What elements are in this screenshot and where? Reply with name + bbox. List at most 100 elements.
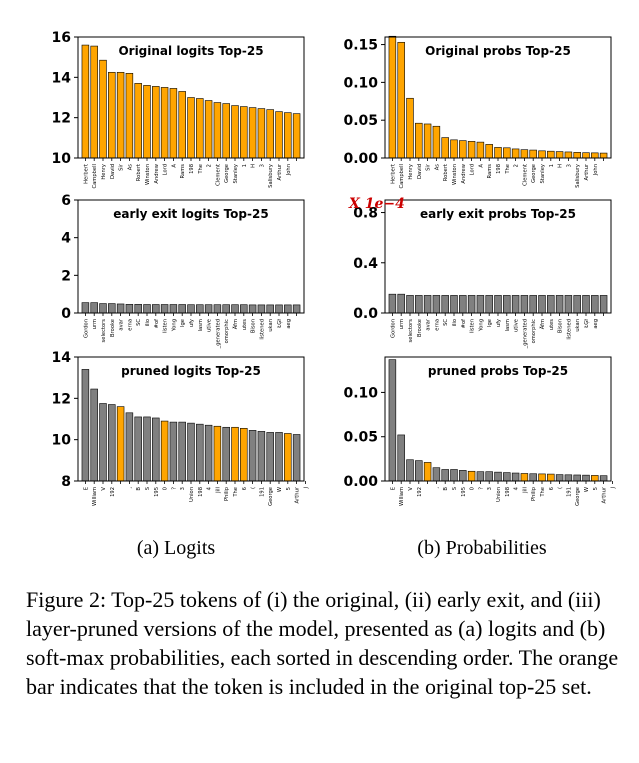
pruned-probs-xtick-label: William: [399, 487, 405, 506]
early-probs-xtick-label: lasm: [505, 319, 511, 331]
early-logits-xtick-label: utive: [207, 319, 213, 332]
pruned-logits-bar: [275, 432, 283, 482]
orig-probs-bar: [494, 147, 502, 159]
orig-probs-xtick-label: George: [531, 164, 537, 183]
orig-probs-bar: [485, 144, 493, 159]
early-logits-bar: [134, 304, 142, 314]
orig-probs-bar: [547, 150, 555, 159]
orig-probs-ytick-label: 0.05: [343, 113, 378, 129]
early-probs-bar: [511, 295, 520, 314]
early-logits-xtick-label: lge: [180, 319, 186, 327]
orig-probs-bar: [529, 149, 537, 159]
early-logits-bar: [160, 304, 169, 314]
pruned-probs-bar: [388, 359, 397, 482]
pruned-probs-xtick-label: S: [452, 487, 458, 490]
early-probs-bar: [423, 295, 432, 314]
orig-logits-bar: [81, 44, 90, 159]
early-probs-xtick-label: Brooke: [417, 319, 423, 337]
orig-logits-xtick-label: H: [251, 164, 257, 168]
orig-logits-bar: [178, 91, 186, 159]
pruned-logits-bar: [284, 433, 292, 482]
orig-logits-xtick-label: Sir: [119, 163, 125, 171]
orig-logits-bar: [169, 88, 178, 159]
orig-probs-bar: [503, 147, 511, 159]
pruned-probs-chart: 0.000.050.10E William V 192, B S 195 0? 3 Union 19…: [343, 356, 616, 506]
pruned-probs-bar: [432, 467, 441, 482]
early-logits-xtick-label: avar: [119, 318, 125, 330]
early-logits-bar: [266, 304, 274, 314]
pruned-logits-bar: [125, 412, 134, 482]
orig-logits-bar: [108, 71, 116, 159]
pruned-probs-bar: [555, 474, 564, 482]
pruned-logits-bar: [196, 423, 204, 482]
early-logits-xtick-label: _generated: [215, 319, 221, 349]
pruned-logits-bar: [257, 431, 266, 482]
orig-probs-xtick-label: Henry: [408, 164, 414, 180]
early-probs-xtick-label: erna: [434, 319, 440, 331]
pruned-logits-xtick-label: ?: [171, 487, 177, 490]
pruned-probs-xtick-label: 198: [505, 487, 511, 497]
pruned-logits-xtick-label: 4: [207, 486, 213, 490]
orig-probs-xtick-label: Andrew: [461, 163, 467, 183]
early-logits-bar: [257, 304, 266, 314]
early-logits-bar: [240, 304, 248, 314]
pruned-logits-xtick-label: 195: [154, 487, 160, 497]
orig-probs-xtick-label: As: [434, 164, 440, 171]
orig-probs-chart: 0.00 0.05 0.10 0.15 Herbert Campbell Henry Davi…: [343, 35, 612, 189]
pruned-probs-bar: [547, 473, 555, 482]
orig-logits-xtick-label: Arthur: [277, 163, 283, 180]
pruned-probs-bar: [476, 471, 485, 482]
orig-logits-bar: [152, 86, 160, 159]
early-logits-xtick-label: SC: [136, 319, 142, 326]
early-probs-bar: [591, 295, 599, 314]
pruned-probs-bar: [599, 475, 608, 482]
pruned-probs-xtick-label: The: [540, 487, 546, 498]
early-probs-multiplier-label: X 1e−4: [348, 196, 405, 212]
early-probs-bar: [476, 295, 485, 314]
pruned-probs-xtick-label: ,: [434, 487, 440, 489]
early-probs-bar: [485, 295, 493, 314]
pruned-probs-xtick-label: Philip: [531, 486, 537, 501]
orig-logits-bar: [222, 103, 230, 159]
pruned-logits-ytick-label: 12: [52, 391, 71, 407]
early-logits-bar: [81, 302, 90, 314]
pruned-probs-bar: [406, 459, 414, 482]
early-probs-xtick-label: ukan: [575, 319, 581, 332]
orig-logits-xtick-label: George: [224, 164, 230, 183]
orig-logits-bar: [99, 59, 107, 159]
early-probs-bar: [441, 295, 449, 314]
orig-logits-bar: [275, 111, 283, 159]
orig-logits-xtick-label: Salisbury: [268, 164, 274, 188]
early-logits-bar: [222, 304, 230, 314]
early-probs-bar: [494, 295, 502, 314]
orig-probs-bar: [459, 140, 467, 159]
pruned-probs-bar: [573, 474, 581, 482]
early-probs-xtick-label: #of: [461, 319, 467, 329]
early-logits-bar: [284, 304, 292, 314]
early-probs-xtick-label: Bison: [558, 319, 564, 333]
pruned-logits-bar: [204, 424, 213, 482]
orig-logits-bar: [292, 113, 301, 159]
orig-logits-bar: [213, 102, 222, 159]
early-probs-ytick-label: 0.8: [353, 206, 378, 222]
pruned-logits-bar: [152, 417, 160, 482]
early-logits-xtick-label: Brooke: [110, 319, 116, 337]
orig-logits-xtick-label: A: [171, 164, 177, 168]
early-probs-xtick-label: SC: [443, 319, 449, 326]
pruned-probs-bar: [441, 469, 449, 482]
pruned-probs-xtick-label: Arthur: [602, 486, 608, 503]
pruned-logits-title: pruned logits Top-25: [121, 364, 261, 378]
pruned-probs-ytick-label: 0.00: [343, 474, 378, 490]
orig-probs-xtick-label: Clement: [522, 164, 528, 186]
pruned-probs-bar: [511, 472, 520, 482]
pruned-probs-bar: [538, 473, 546, 482]
orig-logits-bar: [160, 87, 169, 159]
early-logits-xtick-label: listened: [259, 319, 265, 340]
early-logits-xtick-label: #of: [154, 319, 160, 329]
early-probs-ytick-label: 0.0: [353, 306, 378, 322]
pruned-logits-bar: [292, 434, 301, 482]
pruned-probs-xtick-label: W: [584, 487, 590, 492]
pruned-logits-bar: [108, 404, 116, 482]
early-logits-ytick-label: 6: [61, 193, 71, 209]
